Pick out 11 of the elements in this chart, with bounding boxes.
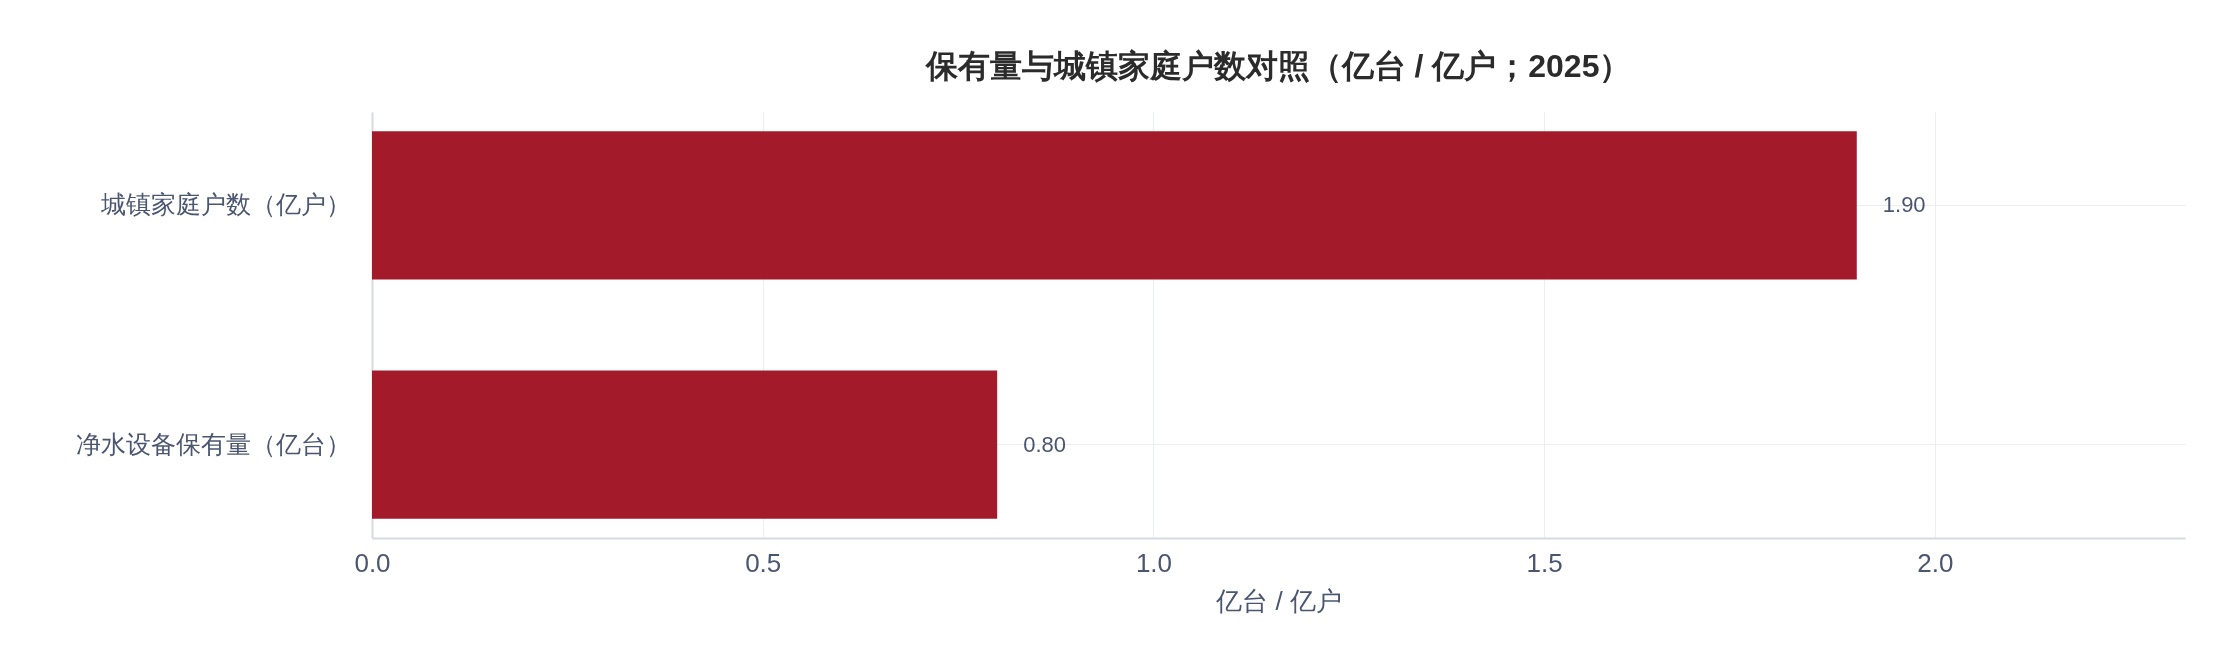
x-tick-label: 1.0 bbox=[1135, 547, 1173, 578]
data-label: 0.80 bbox=[1023, 431, 1066, 457]
x-tick-label: 1.5 bbox=[1526, 547, 1563, 578]
y-tick-label: 净水设备保有量（亿台） bbox=[75, 429, 351, 458]
x-tick-label: 2.0 bbox=[1917, 547, 1954, 578]
chart-title: 保有量与城镇家庭户数对照（亿台 / 亿户；2025） bbox=[924, 48, 1632, 84]
x-axis-title: 亿台 / 亿户 bbox=[1215, 585, 1342, 616]
x-tick-label: 0.5 bbox=[745, 547, 782, 578]
data-label: 1.90 bbox=[1882, 192, 1926, 218]
y-tick-label: 城镇家庭户数（亿户） bbox=[99, 190, 351, 219]
x-tick-label: 0.0 bbox=[354, 547, 391, 578]
